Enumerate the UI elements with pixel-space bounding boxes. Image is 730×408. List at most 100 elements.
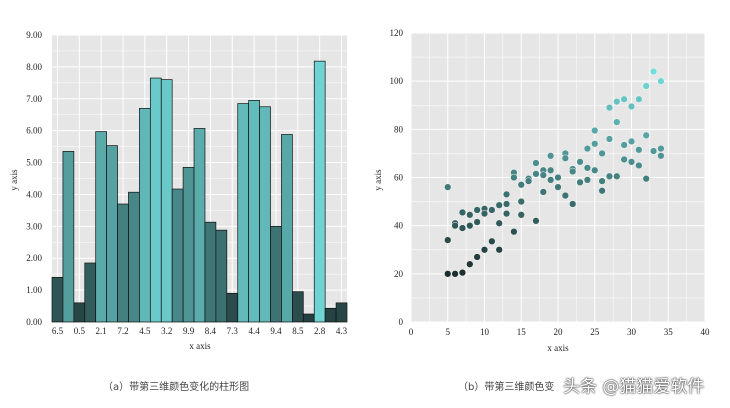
scatter-point: [444, 270, 452, 278]
y-axis-label: y axis: [9, 169, 19, 191]
bar: [149, 77, 162, 323]
scatter-point: [554, 173, 562, 182]
scatter-point: [532, 159, 540, 167]
scatter-point: [510, 228, 518, 236]
scatter-point: [451, 270, 459, 278]
bar: [335, 302, 348, 323]
scatter-point: [532, 217, 540, 225]
y-tick-label: 80: [394, 124, 404, 134]
bar: [324, 307, 337, 323]
scatter-point: [561, 154, 569, 162]
scatter-point: [635, 161, 643, 170]
bar: [270, 225, 282, 323]
caption-b: （b）带第三维颜色变: [458, 382, 555, 393]
bar: [139, 107, 151, 323]
scatter-point: [451, 222, 459, 230]
x-tick-label: 35: [664, 327, 674, 337]
scatter-point: [598, 149, 606, 158]
y-tick-label: 100: [390, 76, 404, 86]
scatter-point: [657, 152, 665, 160]
scatter-point: [458, 268, 467, 277]
scatter-point: [591, 140, 599, 148]
scatter-point: [605, 104, 614, 112]
scatter-point: [561, 191, 569, 200]
y-tick-label: 5.00: [26, 158, 42, 168]
bar: [106, 145, 118, 323]
scatter-point: [495, 201, 503, 209]
scatter-point: [627, 137, 636, 146]
x-tick-label: 4.4: [249, 326, 261, 336]
bar: [62, 151, 75, 323]
scatter-point: [620, 95, 628, 103]
scatter-point: [466, 260, 474, 268]
x-tick-label: 8.5: [292, 326, 304, 336]
bar: [128, 191, 140, 323]
y-tick-label: 40: [394, 221, 404, 231]
scatter-point: [620, 141, 628, 149]
scatter-point: [583, 176, 592, 184]
scatter-point: [539, 188, 547, 196]
y-tick-label: 120: [390, 28, 404, 38]
y-tick-label: 8.00: [26, 62, 42, 72]
bar: [51, 277, 64, 323]
scatter-point: [620, 155, 628, 164]
x-tick-label: 4.5: [139, 326, 151, 336]
scatter-point: [598, 177, 606, 185]
scatter-point: [532, 170, 540, 178]
scatter-point: [444, 236, 452, 244]
scatter-point: [569, 167, 577, 176]
x-axis-label: x axis: [547, 343, 569, 353]
scatter-point: [524, 177, 533, 185]
scatter-point: [547, 152, 555, 160]
scatter-point: [502, 209, 511, 218]
bar: [281, 134, 293, 323]
x-tick-label: 15: [517, 327, 527, 337]
bar: [182, 166, 195, 323]
scatter-point: [480, 246, 489, 254]
watermark: 头条 @猫猫爱软件: [563, 377, 705, 397]
x-tick-label: 7.2: [117, 326, 128, 336]
scatter-point: [517, 197, 525, 206]
scatter-point: [495, 219, 503, 227]
scatter-point: [642, 175, 650, 183]
scatter-point: [502, 190, 511, 199]
x-tick-label: 40: [701, 327, 711, 337]
bar: [237, 103, 250, 323]
bar: [302, 313, 315, 323]
scatter-point: [488, 206, 496, 214]
scatter-point: [480, 209, 489, 218]
scatter-point: [598, 187, 606, 195]
x-tick-label: 25: [590, 327, 600, 337]
bar: [84, 262, 97, 323]
scatter-point: [583, 164, 592, 172]
y-tick-label: 6.00: [26, 126, 42, 136]
scatter-point: [613, 172, 621, 180]
y-tick-label: 60: [394, 173, 404, 183]
x-tick-label: 0.5: [74, 326, 86, 336]
scatter-point: [473, 218, 481, 226]
bar: [215, 229, 228, 323]
scatter-point: [576, 178, 584, 186]
scatter-point: [649, 67, 658, 76]
scatter-point: [569, 200, 577, 208]
bar: [95, 131, 107, 323]
bar: [226, 292, 239, 323]
scatter-point: [539, 171, 547, 179]
bar: [117, 203, 129, 323]
y-axis-label: y axis: [373, 169, 383, 191]
scatter-point: [642, 131, 650, 140]
scatter-point: [613, 118, 621, 126]
scatter-point: [613, 97, 621, 106]
scatter-point: [488, 237, 496, 245]
scatter-point: [510, 173, 518, 182]
y-tick-label: 20: [394, 269, 404, 279]
x-tick-label: 3.2: [161, 326, 172, 336]
scatter-point: [502, 200, 511, 208]
x-tick-label: 4.3: [336, 326, 348, 336]
scatter-point: [547, 176, 555, 184]
scatter-point: [583, 144, 592, 153]
x-tick-label: 2.8: [314, 326, 326, 336]
y-tick-label: 0.00: [26, 317, 42, 327]
x-tick-label: 30: [627, 327, 637, 337]
